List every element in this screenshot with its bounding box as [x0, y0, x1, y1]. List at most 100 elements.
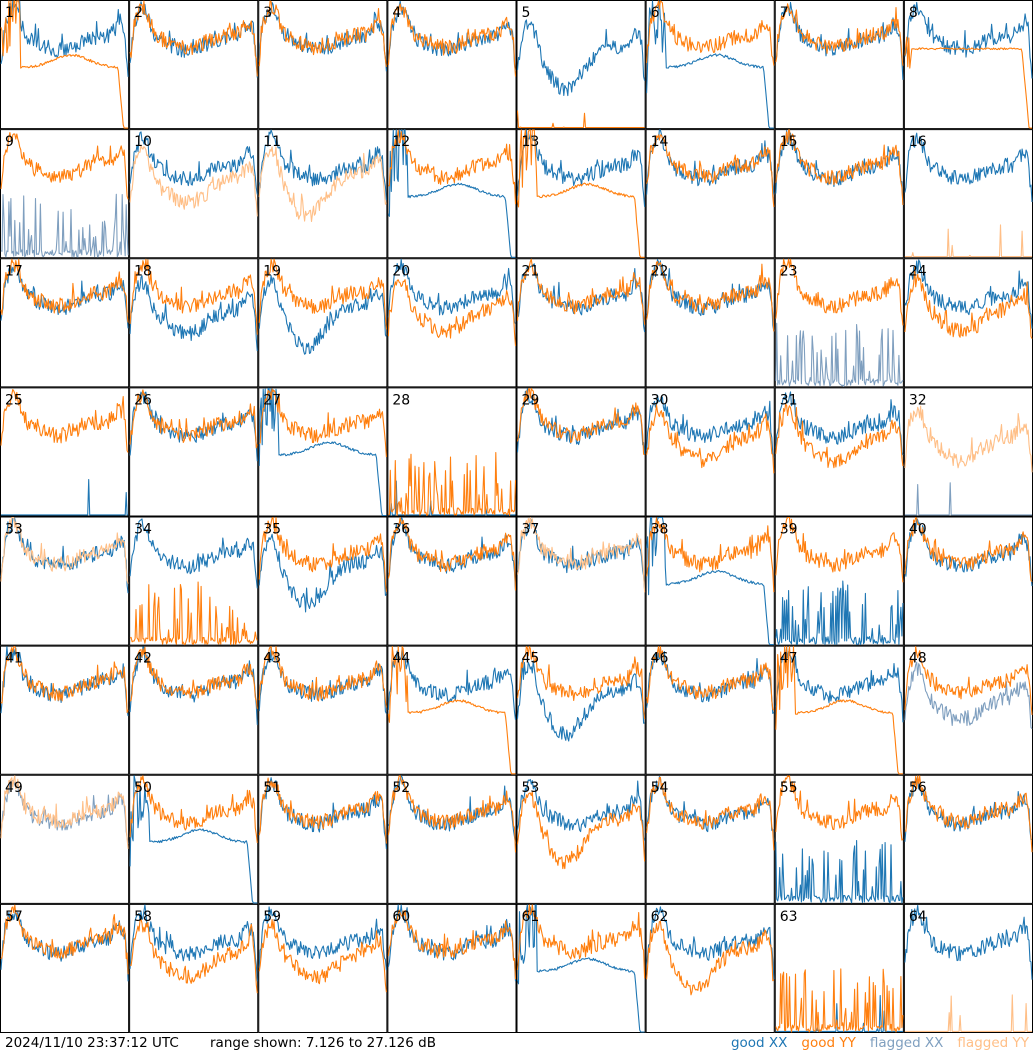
panel-24: 24: [903, 258, 1033, 388]
series-xx-panel-10: [129, 131, 258, 195]
panel-label: 29: [522, 392, 540, 408]
series-yy-panel-24: [904, 266, 1033, 339]
panel-label: 1: [5, 5, 14, 21]
panel-39: 39: [774, 516, 904, 646]
series-yy-panel-1: [0, 0, 129, 129]
series-yy-panel-36: [387, 516, 517, 591]
panel-22: 22: [645, 258, 775, 388]
panel-label: 48: [909, 651, 927, 667]
panel-frame: [0, 129, 130, 259]
series-yy-panel-19: [258, 258, 387, 330]
panel-frame: [258, 0, 388, 130]
series-yy-panel-49: [0, 775, 129, 849]
series-yy-panel-4: [387, 3, 517, 77]
series-yy-panel-9: [0, 132, 129, 200]
panel-53: 53: [516, 774, 646, 904]
panel-frame: [129, 258, 259, 388]
panel-label: 32: [909, 392, 927, 408]
panel-frame: [516, 0, 646, 130]
series-yy-panel-35: [258, 516, 387, 592]
series-xx-panel-23: [775, 322, 904, 387]
series-xx-panel-44: [387, 647, 517, 720]
panel-frame: [258, 516, 388, 646]
series-yy-panel-18: [129, 258, 258, 335]
series-yy-panel-59: [258, 919, 387, 993]
series-yy-panel-39: [775, 516, 904, 583]
panel-label: 59: [263, 909, 281, 925]
panel-label: 57: [5, 909, 23, 925]
panel-8: 8: [903, 0, 1033, 130]
series-yy-panel-31: [775, 403, 904, 469]
series-yy-panel-52: [387, 775, 517, 853]
panel-label: 31: [780, 392, 798, 408]
legend-item-good-xx: good XX: [730, 1035, 788, 1051]
panel-15: 15: [774, 129, 904, 259]
panel-frame: [129, 0, 259, 130]
panel-frame: [516, 774, 646, 904]
panel-frame: [387, 0, 517, 130]
panel-10: 10: [129, 129, 259, 259]
series-xx-panel-16: [904, 132, 1033, 203]
panel-frame: [129, 645, 259, 775]
panel-frame: [0, 903, 130, 1033]
panel-59: 59: [258, 903, 388, 1033]
series-xx-panel-25: [1, 478, 129, 516]
series-yy-panel-8: [904, 36, 1032, 129]
panel-label: 40: [909, 522, 927, 538]
panel-frame: [258, 258, 388, 388]
panel-6: 6: [645, 0, 775, 130]
range-shown: range shown: 7.126 to 27.126 dB: [210, 1035, 436, 1051]
series-yy-panel-15: [775, 129, 904, 206]
series-yy-panel-43: [258, 646, 387, 708]
series-yy-panel-50: [129, 775, 258, 843]
panel-5: 5: [516, 0, 646, 130]
series-yy-panel-63: [775, 968, 904, 1033]
series-yy-panel-38: [646, 517, 775, 593]
series-xx-panel-60: [387, 904, 517, 982]
series-yy-panel-16: [904, 224, 1032, 258]
panel-frame: [258, 645, 388, 775]
series-yy-panel-3: [258, 0, 387, 67]
series-yy-panel-32: [904, 405, 1033, 473]
panel-frame: [516, 903, 646, 1033]
panel-label: 46: [651, 651, 669, 667]
panel-frame: [516, 645, 646, 775]
panel-label: 17: [5, 263, 23, 279]
panel-label: 2: [134, 5, 143, 21]
panel-frame: [387, 516, 517, 646]
series-xx-panel-8: [904, 1, 1033, 79]
series-yy-panel-60: [387, 909, 517, 980]
timestamp: 2024/11/10 23:37:12 UTC: [5, 1035, 179, 1051]
series-xx-panel-2: [129, 1, 258, 78]
series-yy-panel-21: [516, 258, 646, 325]
panel-48: 48: [903, 645, 1033, 775]
panel-frame: [645, 258, 775, 388]
panel-45: 45: [516, 645, 646, 775]
panel-frame: [129, 516, 259, 646]
panel-label: 45: [522, 651, 540, 667]
panel-46: 46: [645, 645, 775, 775]
panel-40: 40: [903, 516, 1033, 646]
series-yy-panel-17: [0, 258, 129, 323]
series-yy-panel-26: [129, 389, 258, 449]
panel-58: 58: [129, 903, 259, 1033]
legend-item-good-yy: good YY: [801, 1035, 856, 1051]
panel-frame: [0, 645, 130, 775]
panel-label: 20: [392, 263, 410, 279]
panel-frame: [645, 387, 775, 517]
panel-35: 35: [258, 516, 388, 646]
series-yy-panel-12: [388, 129, 517, 205]
panel-54: 54: [645, 774, 775, 904]
series-yy-panel-20: [387, 279, 517, 347]
series-yy-panel-56: [904, 775, 1033, 853]
panel-label: 36: [392, 522, 410, 538]
panel-label: 9: [5, 134, 14, 150]
series-yy-panel-29: [516, 387, 645, 456]
panel-label: 51: [263, 780, 281, 796]
panel-3: 3: [258, 0, 388, 130]
series-xx-panel-59: [258, 906, 387, 971]
panel-label: 47: [780, 651, 798, 667]
panel-label: 6: [651, 5, 660, 21]
panel-frame: [774, 0, 904, 130]
panel-label: 58: [134, 909, 152, 925]
